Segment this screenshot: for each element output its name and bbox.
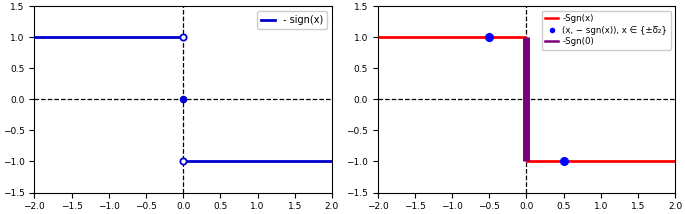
Legend: -Sgn(x), (x, − sgn(x)), x ∈ {±δ̅₂}, -Sgn(0): -Sgn(x), (x, − sgn(x)), x ∈ {±δ̅₂}, -Sgn… [542,10,671,50]
Legend: - sign(x): - sign(x) [257,11,327,29]
